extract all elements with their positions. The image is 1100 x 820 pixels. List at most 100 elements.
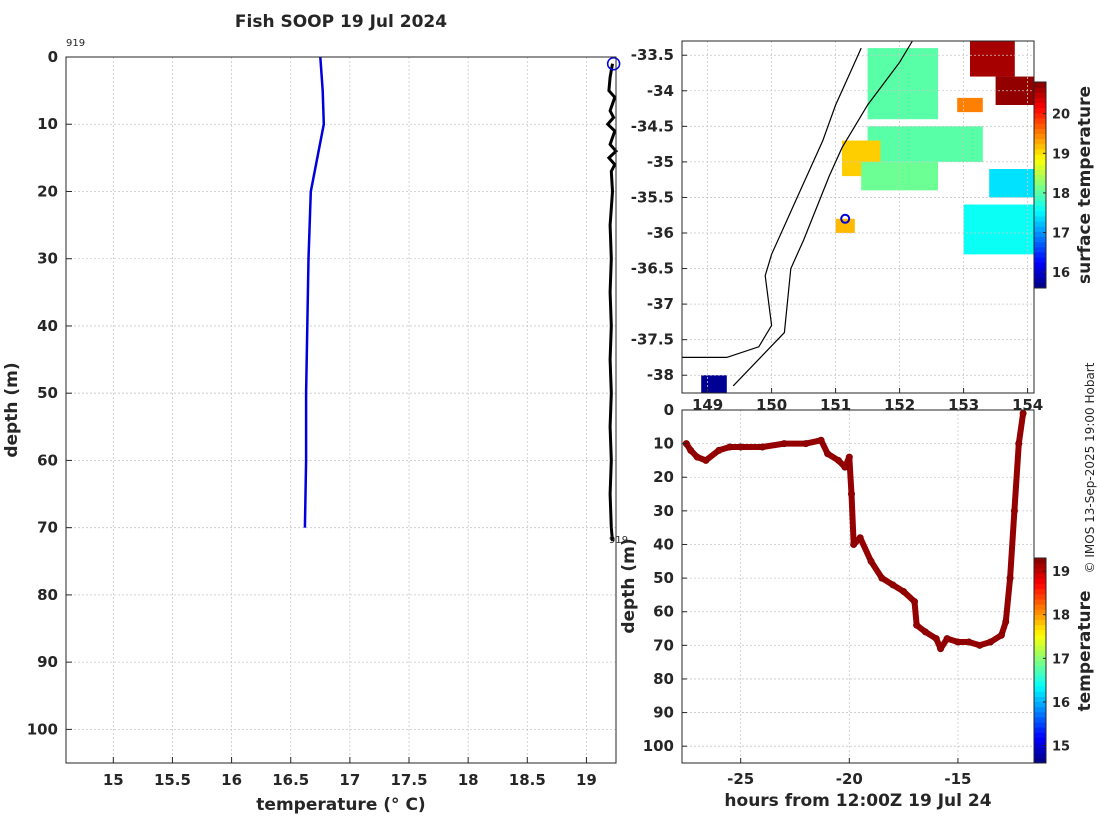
profile-x-tick-label: 17.5 — [391, 771, 428, 789]
cast-trace-line — [605, 63, 619, 542]
sst-colorbar-band — [1034, 82, 1046, 88]
map-y-tick-label: -35 — [647, 153, 674, 171]
depth-time-point — [878, 574, 886, 582]
depth-time-point — [737, 443, 745, 451]
profile-x-tick-label: 15 — [103, 771, 124, 789]
shelf-edge-contour — [732, 40, 913, 387]
depth-time-point — [841, 463, 849, 471]
cast-id-bottom: 919 — [609, 535, 628, 546]
sst-colorbar-frame — [1033, 81, 1047, 289]
temperature-colorbar-band — [1034, 645, 1046, 651]
sst-colorbar-band — [1034, 272, 1046, 279]
depth-time-point — [954, 638, 962, 646]
depth-time-x-tick-label: -25 — [727, 770, 754, 788]
sst-colorbar-band — [1034, 231, 1046, 237]
sst-patch — [989, 169, 1034, 198]
sst-colorbar-band — [1034, 267, 1046, 274]
temperature-colorbar-label: temperature — [1075, 590, 1095, 711]
depth-time-y-tick-label: 20 — [653, 468, 674, 486]
depth-time-point — [889, 581, 897, 589]
profile-y-tick-label: 90 — [37, 653, 58, 671]
sst-colorbar-tick-label: 20 — [1052, 108, 1070, 123]
profile-x-tick-label: 16 — [221, 771, 242, 789]
sst-colorbar: 16 17 18 19 20 — [1033, 81, 1070, 289]
sst-colorbar-tick-label: 18 — [1052, 187, 1070, 202]
temperature-colorbar-band — [1034, 686, 1046, 692]
sst-patch — [957, 97, 983, 113]
depth-time-point — [1015, 440, 1023, 448]
sst-colorbar-band — [1034, 185, 1046, 191]
sst-colorbar-band — [1034, 277, 1046, 284]
profile-plot-area — [66, 57, 616, 763]
temperature-colorbar-band — [1034, 634, 1046, 641]
sst-colorbar-band — [1034, 246, 1046, 253]
profile-y-tick-label: 30 — [37, 250, 58, 268]
temperature-colorbar-tick-label: 15 — [1052, 740, 1070, 755]
temperature-colorbar-band — [1034, 624, 1046, 631]
profile-x-tick-label: 19 — [576, 771, 597, 789]
temperature-colorbar-band — [1034, 737, 1046, 743]
depth-time-point — [987, 638, 995, 646]
profile-panel: 15 15.5 16 16.5 17 17.5 18 18.5 19 0 10 20 30 40 50 60 7… — [2, 12, 628, 815]
sst-colorbar-band — [1034, 210, 1046, 217]
depth-time-point — [702, 456, 710, 464]
profile-y-tick-label: 80 — [37, 586, 58, 604]
sst-colorbar-band — [1034, 123, 1046, 129]
sst-patch — [867, 126, 983, 162]
depth-time-point — [867, 557, 875, 565]
sst-colorbar-label: surface temperature — [1075, 86, 1095, 284]
map-y-tick-label: -36.5 — [631, 260, 674, 278]
sst-colorbar-band — [1034, 190, 1046, 196]
depth-time-point — [1019, 409, 1027, 417]
temperature-colorbar-tick-label: 17 — [1052, 652, 1070, 667]
depth-time-x-tick-label: -20 — [836, 770, 863, 788]
depth-time-point — [847, 490, 855, 498]
profile-x-label: temperature (° C) — [256, 795, 425, 815]
sst-patch — [701, 375, 727, 393]
sst-colorbar-band — [1034, 236, 1046, 243]
sst-patch — [963, 204, 1034, 255]
temperature-colorbar-band — [1034, 563, 1046, 569]
temperature-colorbar-band — [1034, 629, 1046, 636]
temperature-colorbar-band — [1034, 711, 1046, 718]
sst-colorbar-band — [1034, 241, 1046, 248]
temperature-colorbar-band — [1034, 727, 1046, 733]
sst-colorbar-band — [1034, 205, 1046, 212]
sst-colorbar-band — [1034, 164, 1046, 171]
coastline — [682, 47, 862, 358]
temperature-colorbar-band — [1034, 614, 1046, 620]
depth-time-x-label: hours from 12:00Z 19 Jul 24 — [724, 791, 991, 811]
depth-time-series — [682, 409, 1027, 653]
sst-colorbar-band — [1034, 148, 1046, 155]
depth-time-point — [850, 540, 858, 548]
profile-y-tick-label: 60 — [37, 451, 58, 469]
sst-colorbar-band — [1034, 251, 1046, 258]
temperature-colorbar-band — [1034, 732, 1046, 738]
profile-series — [303, 56, 621, 542]
depth-time-point — [1006, 574, 1014, 582]
temperature-colorbar-frame — [1033, 557, 1047, 764]
sst-colorbar-band — [1034, 226, 1046, 232]
map-grid — [682, 41, 1034, 393]
temperature-colorbar-band — [1034, 568, 1046, 574]
depth-time-point — [802, 440, 810, 448]
sst-colorbar-band — [1034, 133, 1046, 140]
depth-time-point — [758, 443, 766, 451]
sst-colorbar-band — [1034, 257, 1046, 263]
temperature-colorbar-band — [1034, 670, 1046, 677]
temperature-colorbar-band — [1034, 640, 1046, 646]
cast-id-top: 919 — [66, 38, 85, 49]
depth-time-point — [817, 436, 825, 444]
temperature-colorbar-tick-label: 16 — [1052, 696, 1070, 711]
map-y-tick-label: -37 — [647, 295, 674, 313]
profile-x-tick-label: 16.5 — [272, 771, 309, 789]
temperature-colorbar-band — [1034, 583, 1046, 590]
sst-patch — [835, 218, 855, 233]
depth-time-y-tick-label: 30 — [653, 502, 674, 520]
map-y-tick-label: -38 — [647, 366, 674, 384]
temperature-colorbar-band — [1034, 742, 1046, 749]
map-y-tick-label: -34.5 — [631, 117, 674, 135]
depth-time-y-tick-label: 0 — [664, 401, 674, 419]
depth-time-y-tick-label: 70 — [653, 636, 674, 654]
depth-time-x-tick-label: -15 — [944, 770, 971, 788]
